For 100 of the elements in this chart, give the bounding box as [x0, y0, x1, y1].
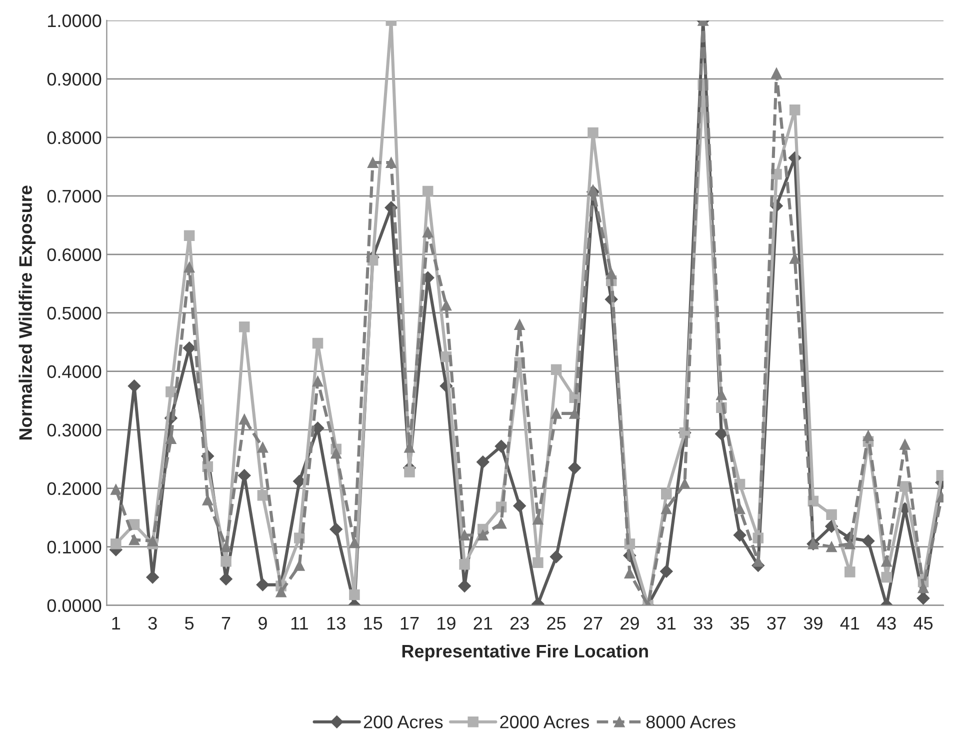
x-tick-label: 41 [840, 617, 860, 630]
y-tick-label: 0.8000 [47, 131, 102, 144]
point [568, 461, 582, 474]
x-tick-label: 5 [185, 617, 194, 630]
point [826, 509, 837, 520]
point [166, 386, 176, 398]
x-tick-label: 27 [584, 616, 602, 630]
point [257, 442, 268, 453]
y-tick-label: 0.0000 [47, 599, 102, 612]
point [459, 530, 470, 540]
point [110, 484, 122, 495]
y-tick-label: 0.9000 [47, 72, 102, 86]
point [294, 560, 305, 571]
x-tick-label: 19 [438, 616, 456, 630]
point [386, 157, 397, 168]
point [238, 414, 250, 425]
point [660, 564, 673, 578]
point [844, 538, 856, 550]
y-tick-label: 0.5000 [47, 306, 102, 320]
point [494, 440, 508, 453]
point [238, 469, 251, 482]
point [661, 488, 672, 500]
point [771, 68, 782, 78]
point [276, 586, 286, 598]
y-tick-label: 0.3000 [47, 424, 102, 437]
x-tick-label: 31 [657, 616, 676, 630]
point [734, 503, 746, 514]
x-tick-label: 9 [258, 616, 267, 630]
legend-label: 200 Acres [364, 716, 443, 728]
point [514, 319, 525, 330]
point [606, 268, 617, 280]
y-axis-title: Normalized Wildfire Exposure [18, 186, 36, 440]
point [881, 572, 892, 583]
point [569, 408, 580, 419]
point [349, 589, 360, 600]
point [478, 530, 488, 540]
point [550, 364, 562, 375]
point [367, 157, 378, 168]
point [238, 322, 250, 332]
x-tick-label: 35 [730, 616, 750, 630]
point [147, 536, 158, 546]
point [220, 541, 232, 552]
point [146, 570, 160, 584]
point [422, 186, 434, 197]
point [184, 230, 195, 242]
legend-label: 2000 Acres [500, 716, 589, 728]
point [257, 490, 268, 501]
point [588, 184, 598, 196]
x-tick-label: 33 [694, 616, 712, 630]
x-tick-label: 39 [804, 616, 822, 630]
x-tick-label: 3 [148, 616, 157, 630]
point [404, 466, 415, 478]
x-tick-label: 17 [400, 617, 419, 630]
point [550, 550, 563, 564]
point [182, 342, 196, 354]
point [128, 380, 141, 392]
point [330, 448, 342, 459]
x-tick-label: 7 [222, 617, 230, 630]
point [916, 592, 930, 605]
point [789, 104, 800, 116]
x-tick-label: 13 [327, 616, 346, 630]
point [844, 566, 856, 578]
point [128, 534, 140, 546]
point [202, 494, 214, 506]
point [532, 557, 544, 568]
point [459, 558, 470, 570]
x-tick-label: 15 [364, 617, 382, 630]
x-tick-label: 23 [510, 616, 529, 630]
point [349, 537, 360, 548]
point [862, 430, 874, 442]
x-axis-title: Representative Fire Location [402, 644, 648, 662]
point [496, 518, 507, 529]
point [166, 433, 176, 444]
x-tick-label: 25 [547, 616, 566, 630]
x-tick-label: 43 [876, 616, 896, 630]
point [550, 408, 562, 419]
point [184, 262, 195, 273]
x-tick-label: 29 [620, 616, 639, 630]
x-tick-label: 11 [291, 617, 308, 630]
x-tick-label: 37 [767, 616, 786, 630]
point [220, 556, 232, 567]
y-tick-label: 0.7000 [47, 190, 102, 203]
point [422, 226, 434, 238]
y-tick-label: 0.6000 [47, 248, 102, 262]
point [532, 514, 544, 525]
point [679, 478, 690, 490]
y-tick-label: 0.2000 [47, 482, 102, 496]
point [440, 300, 452, 311]
point [110, 538, 122, 550]
y-tick-label: 1.0000 [48, 14, 102, 28]
point [588, 127, 598, 138]
point [862, 534, 875, 548]
point [715, 428, 728, 440]
point [312, 376, 324, 387]
point [513, 499, 526, 512]
x-tick-label: 21 [474, 616, 492, 630]
point [458, 580, 471, 592]
x-tick-label: 1 [112, 617, 120, 630]
point [256, 578, 270, 592]
point [330, 522, 343, 536]
